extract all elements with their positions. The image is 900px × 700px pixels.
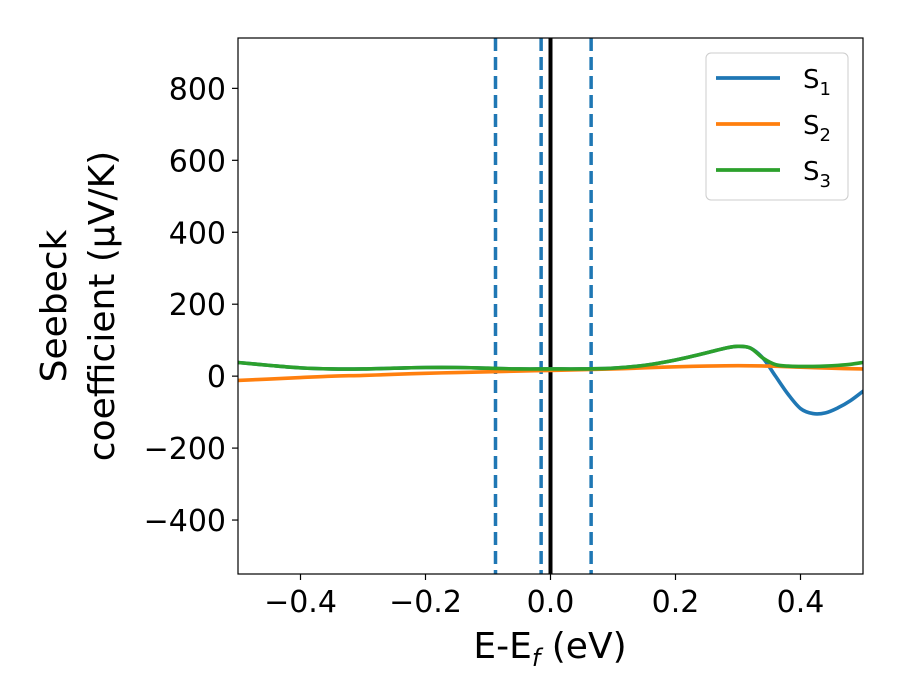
legend-label-s3: S3 xyxy=(803,157,831,192)
y-tick-label: 0 xyxy=(207,360,226,395)
x-axis-label: E-Ef (eV) xyxy=(473,626,626,672)
x-tick-label: −0.4 xyxy=(264,585,337,620)
y-tick-label: 400 xyxy=(169,216,226,251)
x-tick-label: 0.0 xyxy=(527,585,575,620)
y-tick-label: −200 xyxy=(144,432,226,467)
y-axis-label-line1: Seebeck xyxy=(34,229,75,382)
y-tick-label: −400 xyxy=(144,504,226,539)
x-tick-label: −0.2 xyxy=(389,585,462,620)
legend: S1 S2 S3 xyxy=(705,52,849,201)
x-tick-label: 0.4 xyxy=(777,585,825,620)
y-axis-label-line2: coefficient (μV/K) xyxy=(82,151,123,461)
legend-label-s1: S1 xyxy=(803,65,831,100)
x-tick-label: 0.2 xyxy=(652,585,700,620)
legend-box xyxy=(705,52,849,201)
legend-label-s2: S2 xyxy=(803,111,831,146)
y-tick-label: 200 xyxy=(169,288,226,323)
series-line-s3 xyxy=(238,344,863,371)
y-tick-label: 800 xyxy=(169,72,226,107)
y-tick-label: 600 xyxy=(169,144,226,179)
